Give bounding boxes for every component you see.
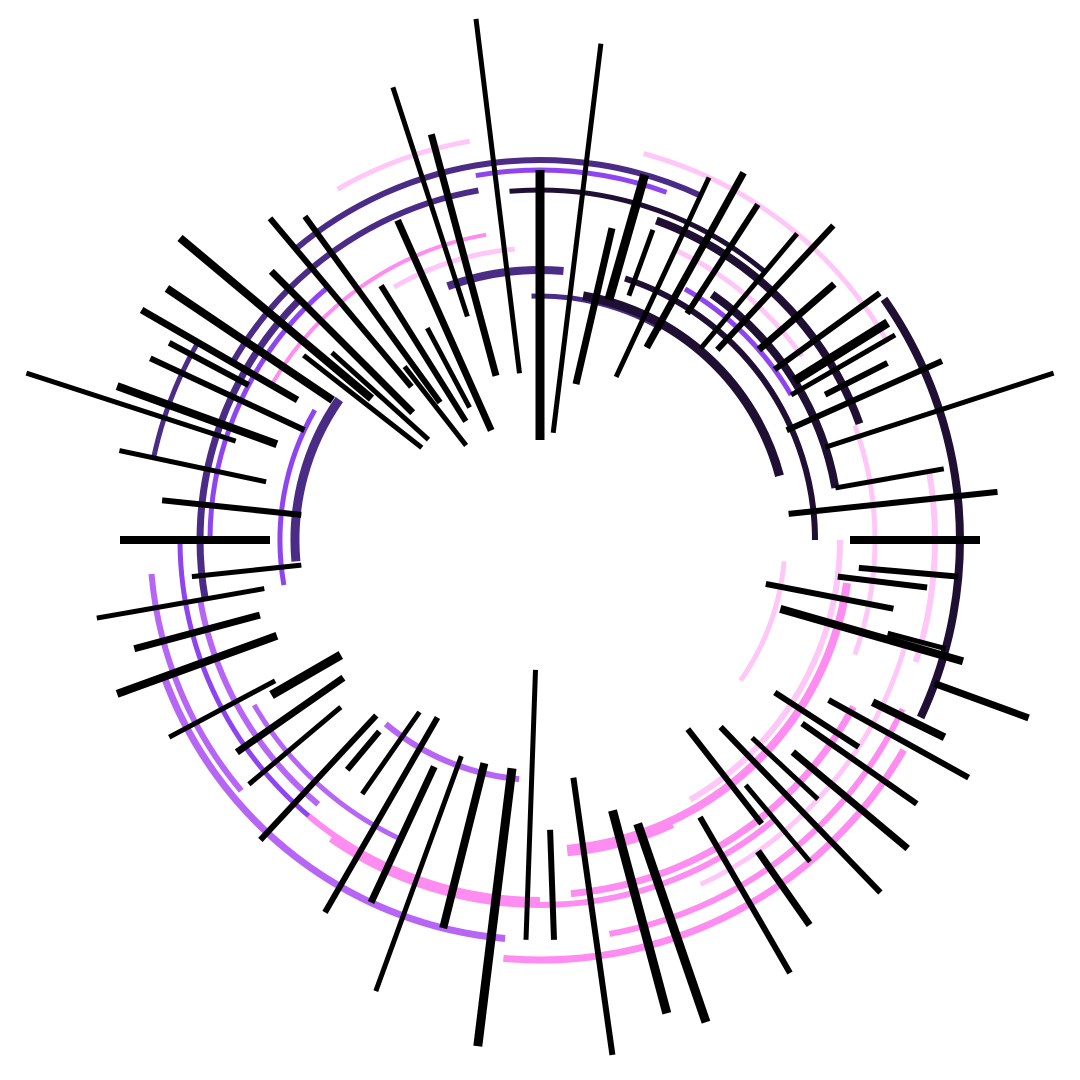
radial-ray — [718, 724, 883, 895]
radial-ray — [149, 355, 306, 433]
radial-ray — [302, 214, 443, 405]
arc-segment — [230, 187, 479, 365]
arc-segment — [277, 408, 317, 586]
radial-ray — [643, 171, 747, 350]
radial-ray — [837, 573, 928, 591]
radial-ray — [550, 43, 604, 434]
radial-ray — [523, 669, 538, 940]
arc-segment — [336, 138, 471, 192]
radial-ray — [608, 809, 672, 1015]
radial-ray — [626, 229, 656, 297]
arc-segment — [624, 275, 818, 541]
radial-ray — [773, 689, 861, 750]
radial-ray — [572, 227, 616, 385]
arc-segment — [196, 297, 303, 600]
radial-ray — [164, 285, 335, 404]
ray-layer — [25, 18, 1055, 1056]
radial-ray — [161, 497, 302, 518]
radial-ray — [788, 488, 998, 517]
radial-ray — [887, 630, 947, 652]
radial-ray — [247, 705, 343, 787]
radial-ray — [685, 727, 764, 826]
arc-segment — [608, 707, 906, 937]
radial-ray — [302, 353, 424, 450]
radial-ray — [25, 370, 237, 444]
radial-ray — [322, 716, 441, 914]
radial-ray — [870, 698, 947, 741]
radial-ray — [827, 697, 971, 781]
radial-ray — [473, 18, 522, 374]
radial-ray — [373, 755, 464, 992]
radial-ray — [425, 326, 472, 409]
arc-segment — [328, 817, 777, 908]
radial-ray — [168, 678, 277, 740]
radial-ray — [824, 370, 1055, 450]
arc-segment — [570, 705, 857, 898]
radial-ray — [473, 767, 517, 1047]
radial-ray — [427, 133, 500, 377]
radial-ray — [933, 680, 1030, 722]
radial-ray — [378, 284, 469, 423]
radial-ray — [115, 632, 279, 698]
arc-segment — [290, 396, 343, 562]
radial-ray — [191, 562, 302, 580]
arc-segment — [160, 675, 506, 942]
radial-ray — [234, 674, 346, 756]
radial-ray — [792, 318, 891, 385]
arc-segment — [738, 561, 787, 682]
radial-ray — [344, 729, 382, 772]
radial-ray — [118, 448, 267, 485]
radial-ray — [390, 86, 470, 318]
arc-segment — [709, 291, 840, 489]
radial-ray — [439, 762, 489, 930]
radial-ray — [790, 749, 910, 852]
radial-ray — [258, 713, 379, 842]
radial-ray — [772, 290, 882, 372]
radial-ray — [604, 173, 650, 301]
radial-ray — [715, 223, 836, 352]
radial-ray — [743, 783, 812, 864]
radial-ray — [367, 765, 438, 904]
radial-ray — [269, 651, 344, 699]
radial-ray — [268, 268, 416, 416]
radial-ray — [96, 586, 265, 621]
radial-ray — [115, 382, 279, 448]
arc-segment — [383, 721, 520, 783]
radial-ray — [800, 721, 919, 807]
arc-segment — [148, 573, 244, 793]
radial-ray — [547, 829, 557, 940]
radial-ray — [633, 822, 711, 1024]
arc-segment — [503, 748, 907, 964]
radial-ray — [698, 231, 800, 351]
radial-ray — [394, 218, 495, 432]
arc-segment — [151, 341, 201, 459]
radial-ray — [267, 216, 414, 389]
radial-ray — [697, 815, 793, 975]
radial-ray — [823, 360, 889, 398]
radial-ray — [779, 605, 965, 666]
radial-ray — [177, 234, 375, 402]
radial-ray — [613, 176, 712, 378]
radial-ray — [330, 350, 431, 442]
radial-ray — [139, 306, 300, 404]
radial-ray — [570, 777, 616, 1056]
radial-ray — [750, 735, 820, 802]
radial-ray — [684, 202, 761, 316]
radial-ray — [834, 466, 945, 491]
radial-ray — [402, 365, 469, 447]
radial-ray — [167, 340, 251, 388]
radial-ray — [755, 849, 813, 928]
arc-segment — [509, 187, 767, 274]
radial-ray — [756, 281, 837, 353]
radial-ray — [858, 564, 959, 580]
arc-segment — [269, 232, 487, 387]
radial-ray — [785, 358, 944, 433]
radial-ray — [133, 611, 261, 653]
radial-ray — [789, 332, 897, 398]
radial-ray — [765, 580, 894, 612]
radial-ray — [360, 710, 422, 796]
arc-segment — [582, 291, 784, 477]
